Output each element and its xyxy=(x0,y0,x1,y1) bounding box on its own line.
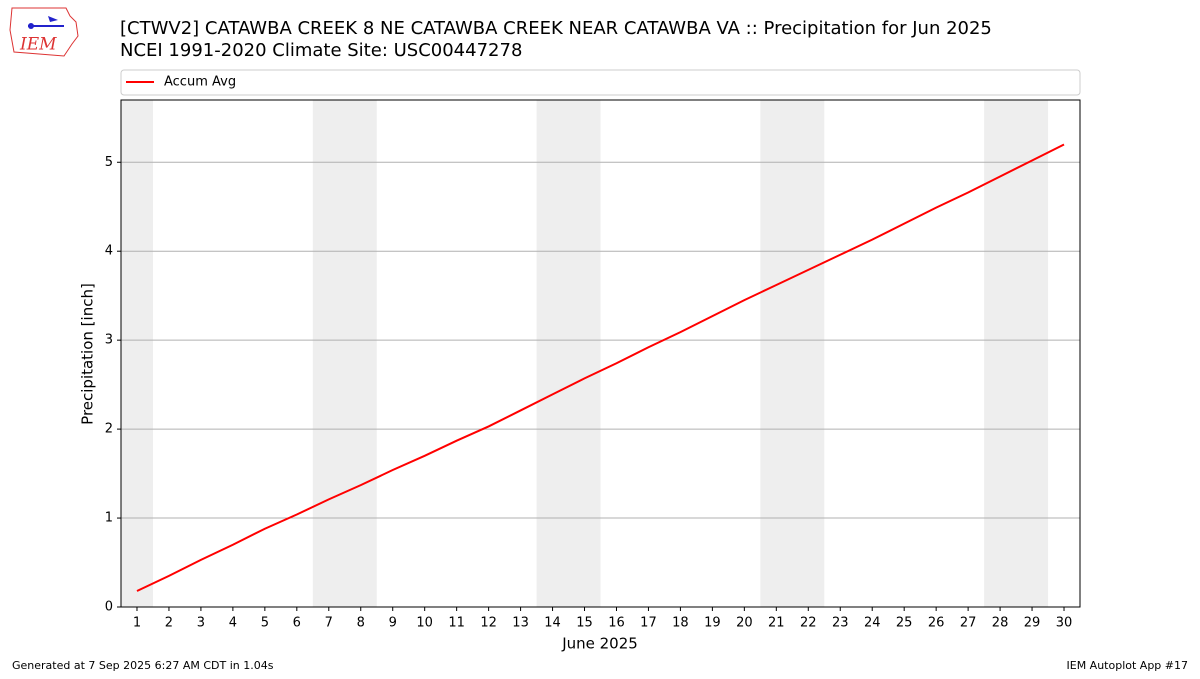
legend-label: Accum Avg xyxy=(164,75,236,90)
footer-left: Generated at 7 Sep 2025 6:27 AM CDT in 1… xyxy=(12,659,274,672)
x-tick-label: 15 xyxy=(576,616,593,631)
plot-frame xyxy=(120,99,1081,608)
x-tick-label: 22 xyxy=(800,616,817,631)
x-tick-label: 4 xyxy=(229,616,237,631)
x-tick-label: 13 xyxy=(512,616,529,631)
x-tick-label: 14 xyxy=(544,616,561,631)
weekend-band xyxy=(760,100,825,607)
series-line xyxy=(136,143,1065,592)
chart-title: [CTWV2] CATAWBA CREEK 8 NE CATAWBA CREEK… xyxy=(120,18,992,39)
y-tick-label: 2 xyxy=(105,422,113,437)
x-tick-label: 18 xyxy=(672,616,689,631)
y-tick-label: 1 xyxy=(105,511,113,526)
x-tick-label: 5 xyxy=(261,616,269,631)
logo-text: IEM xyxy=(19,35,57,55)
x-tick-label: 30 xyxy=(1056,616,1073,631)
x-tick-label: 26 xyxy=(928,616,945,631)
weekend-band xyxy=(984,100,1049,607)
logo: IEM xyxy=(9,7,79,57)
x-tick-label: 7 xyxy=(325,616,333,631)
x-tick-label: 9 xyxy=(389,616,397,631)
weekend-band xyxy=(312,100,377,607)
x-tick-label: 2 xyxy=(165,616,173,631)
footer-right: IEM Autoplot App #17 xyxy=(1067,659,1189,672)
x-tick-label: 12 xyxy=(480,616,497,631)
x-tick-label: 16 xyxy=(608,616,625,631)
x-tick-label: 1 xyxy=(133,616,141,631)
chart-subtitle: NCEI 1991-2020 Climate Site: USC00447278 xyxy=(120,40,522,61)
x-tick-label: 23 xyxy=(832,616,849,631)
y-axis-label: Precipitation [inch] xyxy=(79,283,97,425)
x-tick-label: 21 xyxy=(768,616,785,631)
x-tick-label: 11 xyxy=(448,616,465,631)
x-tick-label: 25 xyxy=(896,616,913,631)
y-tick-label: 0 xyxy=(105,600,113,615)
x-tick-label: 8 xyxy=(357,616,365,631)
y-tick-label: 3 xyxy=(105,333,113,348)
x-tick-label: 19 xyxy=(704,616,721,631)
x-tick-label: 29 xyxy=(1024,616,1041,631)
weekend-band xyxy=(536,100,601,607)
x-tick-label: 3 xyxy=(197,616,205,631)
x-tick-label: 17 xyxy=(640,616,657,631)
y-tick-label: 5 xyxy=(105,155,113,170)
x-tick-label: 27 xyxy=(960,616,977,631)
weekend-band xyxy=(121,100,153,607)
x-axis-label: June 2025 xyxy=(561,635,638,653)
x-tick-label: 10 xyxy=(416,616,433,631)
legend-box xyxy=(120,69,1081,96)
x-tick-label: 24 xyxy=(864,616,881,631)
x-tick-label: 20 xyxy=(736,616,753,631)
x-tick-label: 6 xyxy=(293,616,301,631)
x-tick-label: 28 xyxy=(992,616,1009,631)
y-tick-label: 4 xyxy=(105,244,113,259)
